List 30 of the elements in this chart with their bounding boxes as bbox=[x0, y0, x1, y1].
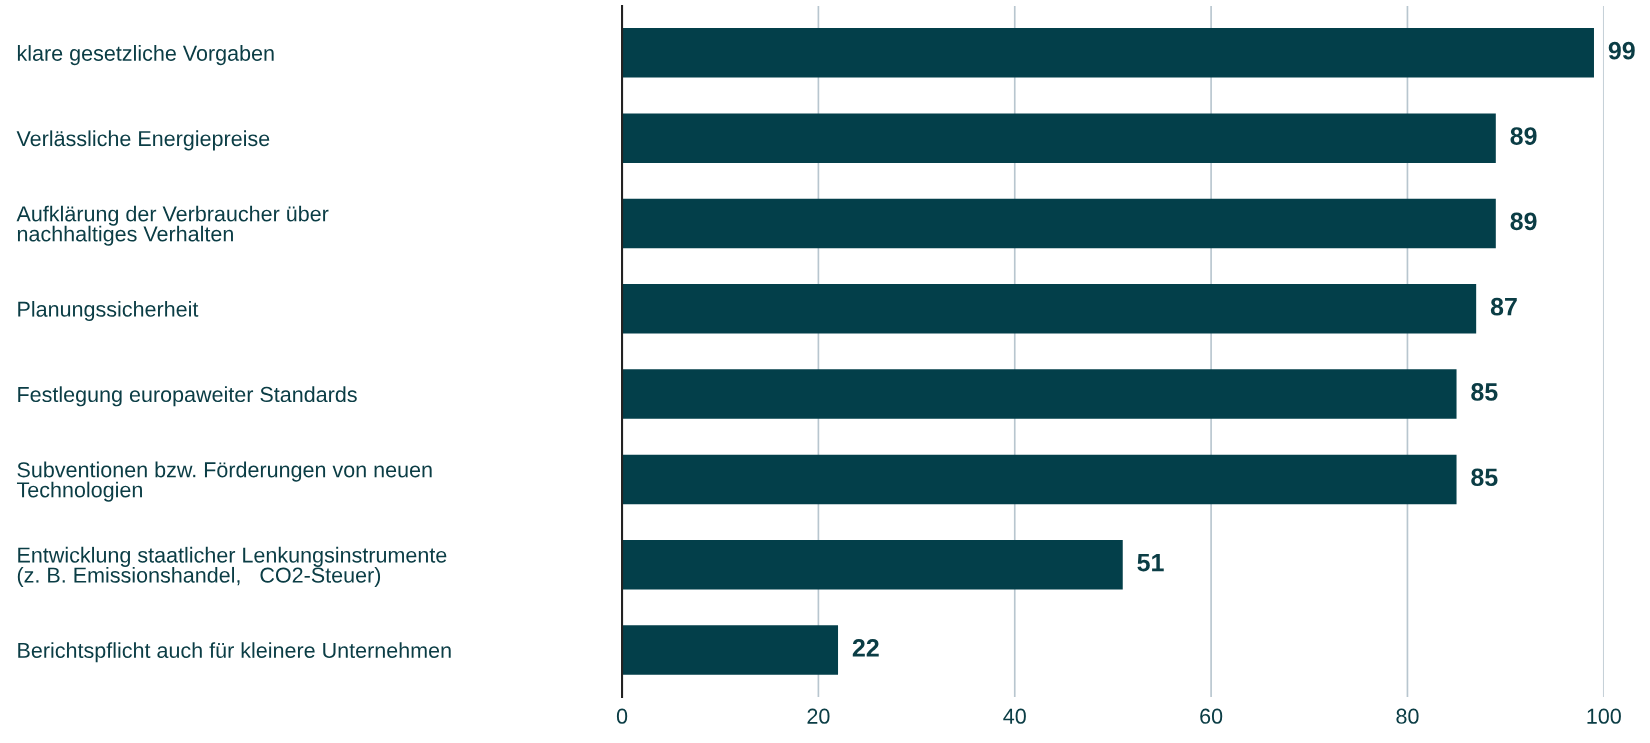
bar bbox=[622, 28, 1594, 78]
y-tick-label: klare gesetzliche Vorgaben bbox=[17, 45, 274, 66]
y-tick-label: Aufklärung der Verbraucher über nachhaltiges Verhalten bbox=[16, 205, 329, 246]
x-tick-label: 80 bbox=[1396, 708, 1419, 724]
y-tick-label: Planungssicherheit bbox=[18, 300, 199, 322]
y-tick-label: Berichtspflicht auch für kleinere Unternehmen bbox=[18, 642, 451, 663]
data-label: 99 bbox=[1608, 41, 1635, 60]
data-label: 22 bbox=[852, 639, 879, 657]
x-tick-label: 20 bbox=[807, 708, 830, 724]
x-tick-label: 40 bbox=[1003, 708, 1026, 724]
bar bbox=[622, 539, 1123, 590]
x-tick-label: 100 bbox=[1587, 708, 1621, 724]
y-tick-label: Subventionen bzw. Förderungen von neuen Technologien bbox=[16, 461, 432, 502]
y-tick-label: Festlegung europaweiter Standards bbox=[18, 386, 357, 407]
bar bbox=[622, 284, 1477, 334]
bar bbox=[622, 369, 1457, 419]
data-label: 85 bbox=[1471, 468, 1498, 487]
bar bbox=[622, 454, 1457, 505]
data-label: 89 bbox=[1510, 212, 1537, 231]
data-label: 85 bbox=[1471, 383, 1498, 401]
bar bbox=[622, 198, 1496, 249]
y-tick-label: Verlässliche Energiepreise bbox=[16, 130, 270, 151]
x-tick-label: 60 bbox=[1200, 708, 1223, 724]
data-label: 87 bbox=[1490, 297, 1517, 316]
data-label: 89 bbox=[1510, 127, 1537, 145]
data-label: 51 bbox=[1137, 553, 1164, 572]
x-tick-label: 0 bbox=[616, 708, 628, 724]
y-tick-label: Entwicklung staatlicher Lenkungsinstrumente (z. B. Emissionshandel, CO2-Steuer) bbox=[17, 546, 447, 587]
bar bbox=[622, 113, 1496, 163]
bar bbox=[622, 625, 839, 675]
